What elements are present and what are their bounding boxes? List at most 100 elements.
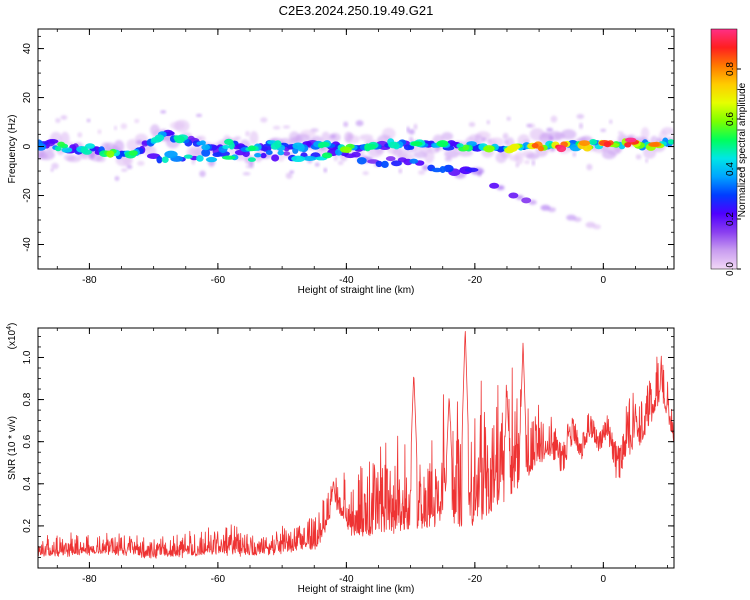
spectrogram-cell (134, 119, 140, 123)
spectrogram-cell (489, 182, 500, 189)
spectrogram-cell (413, 151, 428, 159)
spectrogram-cell (51, 162, 59, 170)
colorbar-gradient (710, 28, 738, 270)
spectrogram-cell (624, 137, 637, 143)
spectrogram-cell (317, 142, 325, 149)
spectrogram-cell (566, 214, 577, 221)
spectrogram-cell (249, 161, 254, 169)
spectrogram-cell (437, 140, 449, 148)
spectrogram-cell (506, 116, 511, 121)
colorbar-tick-label: 0.2 (725, 212, 736, 226)
spectrogram-cell (343, 121, 349, 128)
spectrogram-cell (174, 135, 185, 144)
spectrogram-cell (260, 117, 268, 123)
spectrogram-x-axis: -80 -60 -40 -20 0 (56, 29, 668, 286)
snr-frame (37, 327, 675, 569)
spectrogram-cell (508, 192, 519, 199)
spectrogram-cell (290, 136, 298, 144)
spectrogram-cell (156, 156, 163, 164)
x-tick-label: -40 (339, 574, 354, 585)
spectrogram-cell (578, 140, 591, 147)
spectrogram-cell (97, 129, 102, 135)
spectrogram-cell (635, 154, 642, 160)
spectrogram-cell (247, 157, 256, 162)
spectrogram-cell (196, 155, 204, 162)
y-tick-label: 0.2 (22, 519, 33, 533)
snr-y-axis: 0.2 0.4 0.6 0.8 1.0 (22, 336, 674, 569)
spectrogram-cell (388, 141, 400, 149)
colorbar-tick-label: 0.8 (725, 62, 736, 76)
spectrogram-cell (114, 125, 117, 131)
spectrogram-cell (201, 144, 211, 151)
spectrogram-cell (548, 136, 554, 140)
y-tick-label: -40 (22, 237, 33, 252)
spectrogram-cell (362, 171, 369, 176)
spectrogram-cell (89, 153, 95, 160)
spectrogram-cell (249, 131, 259, 145)
spectrogram-cell (283, 151, 291, 156)
spectrogram-cell (274, 140, 282, 149)
y-tick-label: 0.6 (22, 434, 33, 448)
spectrogram-cell (537, 145, 545, 152)
spectrogram-cell (431, 167, 443, 173)
spectrogram-cell (481, 137, 487, 143)
spectrogram-cell (392, 147, 403, 157)
spectrogram-cell (126, 165, 133, 169)
spectrogram-cell (245, 130, 250, 137)
spectrogram-cell (667, 139, 674, 145)
spectrogram-cell (224, 138, 234, 145)
spectrogram-cell (314, 162, 320, 167)
spectrogram-cell (164, 150, 178, 159)
spectrogram-cell (556, 145, 567, 153)
spectrogram-cell (344, 131, 353, 143)
spectrogram-cell (106, 150, 115, 158)
spectrogram-cell (356, 157, 367, 165)
spectrogram-cell (645, 158, 649, 163)
spectrogram-cell (364, 143, 371, 152)
spectrogram-cell (418, 170, 426, 175)
spectrogram-frame (37, 28, 675, 270)
spectrogram-cell (585, 221, 596, 228)
figure-title: C2E3.2024.250.19.49.G21 (279, 3, 434, 18)
spectrogram-cell (648, 142, 660, 147)
spectrogram-cell (54, 146, 62, 152)
x-tick-label: 0 (601, 574, 607, 585)
x-tick-label: -20 (468, 574, 483, 585)
spectrogram-cell (526, 153, 540, 160)
spectrogram-cell (589, 139, 598, 145)
spectrogram-cell (409, 158, 419, 164)
spectrogram-cell (407, 145, 415, 150)
spectrogram-cell (289, 170, 295, 174)
colorbar-ticks: 0.0 0.2 0.4 0.6 0.8 (725, 62, 741, 276)
spectrogram-cell (515, 163, 519, 168)
spectrogram-cell (120, 123, 128, 130)
spectrogram-cell (462, 144, 470, 151)
spectrogram-cell (282, 125, 291, 129)
spectrogram-cell (495, 151, 507, 164)
spectrogram-cell (46, 139, 59, 144)
y-tick-label: 0 (22, 143, 33, 149)
spectrogram-cell (321, 152, 333, 159)
spectrogram-cell (385, 156, 396, 162)
spectrogram-cell (128, 150, 138, 156)
spectrogram-cell (205, 156, 218, 163)
spectrogram-cell (150, 136, 163, 143)
spectrogram-cell (576, 114, 585, 119)
spectrogram-cell (408, 129, 415, 135)
spectrogram-panel: -80 -60 -40 -20 0 40 20 0 -20 -40 Height of stra… (7, 28, 675, 296)
spectrogram-cell (560, 129, 577, 140)
spectrogram-x-label: Height of straight line (km) (298, 285, 415, 296)
spectrogram-cell (292, 142, 305, 150)
y-tick-label: -20 (22, 188, 33, 203)
spectrogram-cell (502, 132, 509, 140)
spectrogram-cell (85, 143, 95, 149)
spectrogram-cell (579, 122, 583, 130)
spectrogram-cell (531, 159, 536, 166)
spectrogram-cell (265, 150, 273, 155)
spectrogram-cell (160, 110, 167, 114)
spectrogram-cell (296, 134, 311, 143)
spectrogram-cell (506, 145, 518, 153)
x-tick-label: -60 (211, 574, 226, 585)
y-tick-label: 20 (22, 92, 33, 104)
spectrogram-cell (586, 163, 593, 171)
